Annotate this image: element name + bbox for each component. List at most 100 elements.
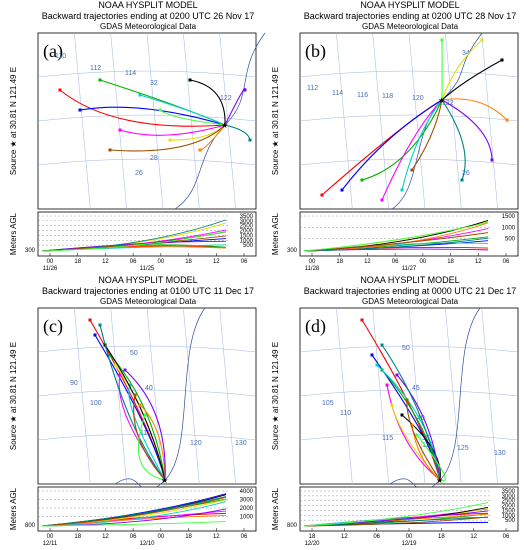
map-label: 50 (130, 350, 138, 357)
time-tick-label: 12 (475, 259, 482, 265)
trajectory-marker (380, 198, 384, 202)
height-tick-label: 2000 (240, 506, 254, 512)
height-trace (41, 240, 227, 252)
trajectory (401, 99, 443, 191)
trajectory-marker (395, 373, 399, 377)
map-label: 40 (145, 385, 153, 392)
trajectory-marker (138, 403, 142, 407)
source-star: ★ (438, 96, 445, 105)
graticule (37, 433, 257, 441)
side-label: Source ★ at 30.81 N 121.49 E (9, 342, 18, 450)
trajectory-marker (410, 423, 414, 427)
trajectory (139, 404, 166, 481)
panel-subtitle: Backward trajectories ending at 0200 UTC… (42, 11, 255, 21)
trajectory (109, 124, 226, 152)
height-tick-label: 3500 (240, 214, 254, 220)
time-tick-label: 12 (470, 534, 477, 540)
start-height: 300 (287, 248, 298, 254)
graticule (110, 307, 127, 485)
height-tick-label: 1500 (502, 508, 516, 514)
height-trace (303, 232, 489, 252)
trajectory (441, 39, 483, 101)
graticule (183, 307, 200, 485)
trajectory-marker (340, 188, 344, 192)
graticule (37, 345, 257, 353)
map-label: 114 (332, 90, 343, 97)
time-tick-label: 06 (373, 534, 380, 540)
map-label: 116 (357, 92, 368, 99)
trajectory-marker (490, 158, 494, 162)
height-trace (303, 516, 489, 527)
trajectory (137, 414, 166, 481)
time-tick-label: 00 (158, 534, 165, 540)
map-label: 125 (457, 445, 469, 452)
y-axis-label: Meters AGL (9, 487, 18, 530)
height-tick-label: 3000 (240, 219, 254, 225)
map-label: 28 (150, 155, 158, 162)
time-tick-label: 18 (438, 534, 445, 540)
map-label: 115 (382, 435, 393, 442)
trajectory (386, 384, 441, 481)
height-trace (303, 237, 489, 252)
side-label: Source ★ at 30.81 N 121.49 E (271, 342, 280, 450)
side-label: Source ★ at 30.81 N 121.49 E (271, 67, 280, 175)
time-tick-label: 18 (336, 259, 343, 265)
panel-title: NOAA HYSPLIT MODEL (360, 275, 459, 285)
trajectory (441, 59, 503, 101)
graticule (299, 345, 519, 353)
height-tick-label: 2500 (240, 224, 254, 230)
date-label: 12/11 (43, 541, 58, 547)
graticule (336, 32, 353, 210)
map-label: 110 (340, 410, 351, 417)
trajectory (79, 106, 226, 126)
map-label: 26 (462, 170, 470, 177)
graticule (445, 307, 462, 485)
time-tick-label: 18 (185, 259, 192, 265)
time-tick-label: 18 (447, 259, 454, 265)
trajectory (189, 79, 226, 126)
graticule (372, 32, 389, 210)
trajectory-marker (385, 383, 389, 387)
coastline (114, 307, 206, 491)
height-tick-label: 500 (243, 243, 254, 249)
map-label: 26 (135, 170, 143, 177)
height-trace (303, 502, 489, 527)
map-frame (299, 32, 519, 210)
trajectory-marker (390, 403, 394, 407)
height-frame (37, 211, 257, 257)
graticule (336, 307, 353, 485)
trajectory (99, 324, 166, 481)
start-height: 800 (287, 523, 298, 529)
map-label: 35 (422, 435, 430, 442)
map-frame (299, 307, 519, 485)
time-tick-label: 06 (503, 534, 510, 540)
time-tick-label: 06 (392, 259, 399, 265)
trajectory-marker (118, 373, 122, 377)
panel-label: (b) (305, 41, 326, 62)
height-tick-label: 3000 (502, 494, 516, 500)
trajectory-marker (500, 58, 504, 62)
graticule (445, 32, 462, 210)
graticule (408, 32, 426, 210)
trajectory (104, 344, 166, 481)
height-trace (303, 221, 489, 252)
time-tick-label: 12 (102, 259, 109, 265)
trajectory (441, 99, 466, 181)
trajectory-marker (158, 108, 162, 112)
graticule (37, 158, 257, 166)
height-trace (41, 521, 227, 527)
height-trace (303, 516, 489, 527)
time-tick-label: 00 (47, 534, 54, 540)
map-label: 110 (140, 430, 151, 437)
trajectory-marker (380, 343, 384, 347)
trajectory-marker (243, 88, 247, 92)
height-tick-label: 1000 (502, 513, 516, 519)
trajectory-marker (405, 398, 409, 402)
height-tick-label: 3000 (240, 498, 254, 504)
map-frame (37, 32, 257, 210)
panel-subtitle: Backward trajectories ending at 0200 UTC… (304, 11, 517, 21)
trajectory-marker (460, 178, 464, 182)
coastline (389, 307, 481, 491)
